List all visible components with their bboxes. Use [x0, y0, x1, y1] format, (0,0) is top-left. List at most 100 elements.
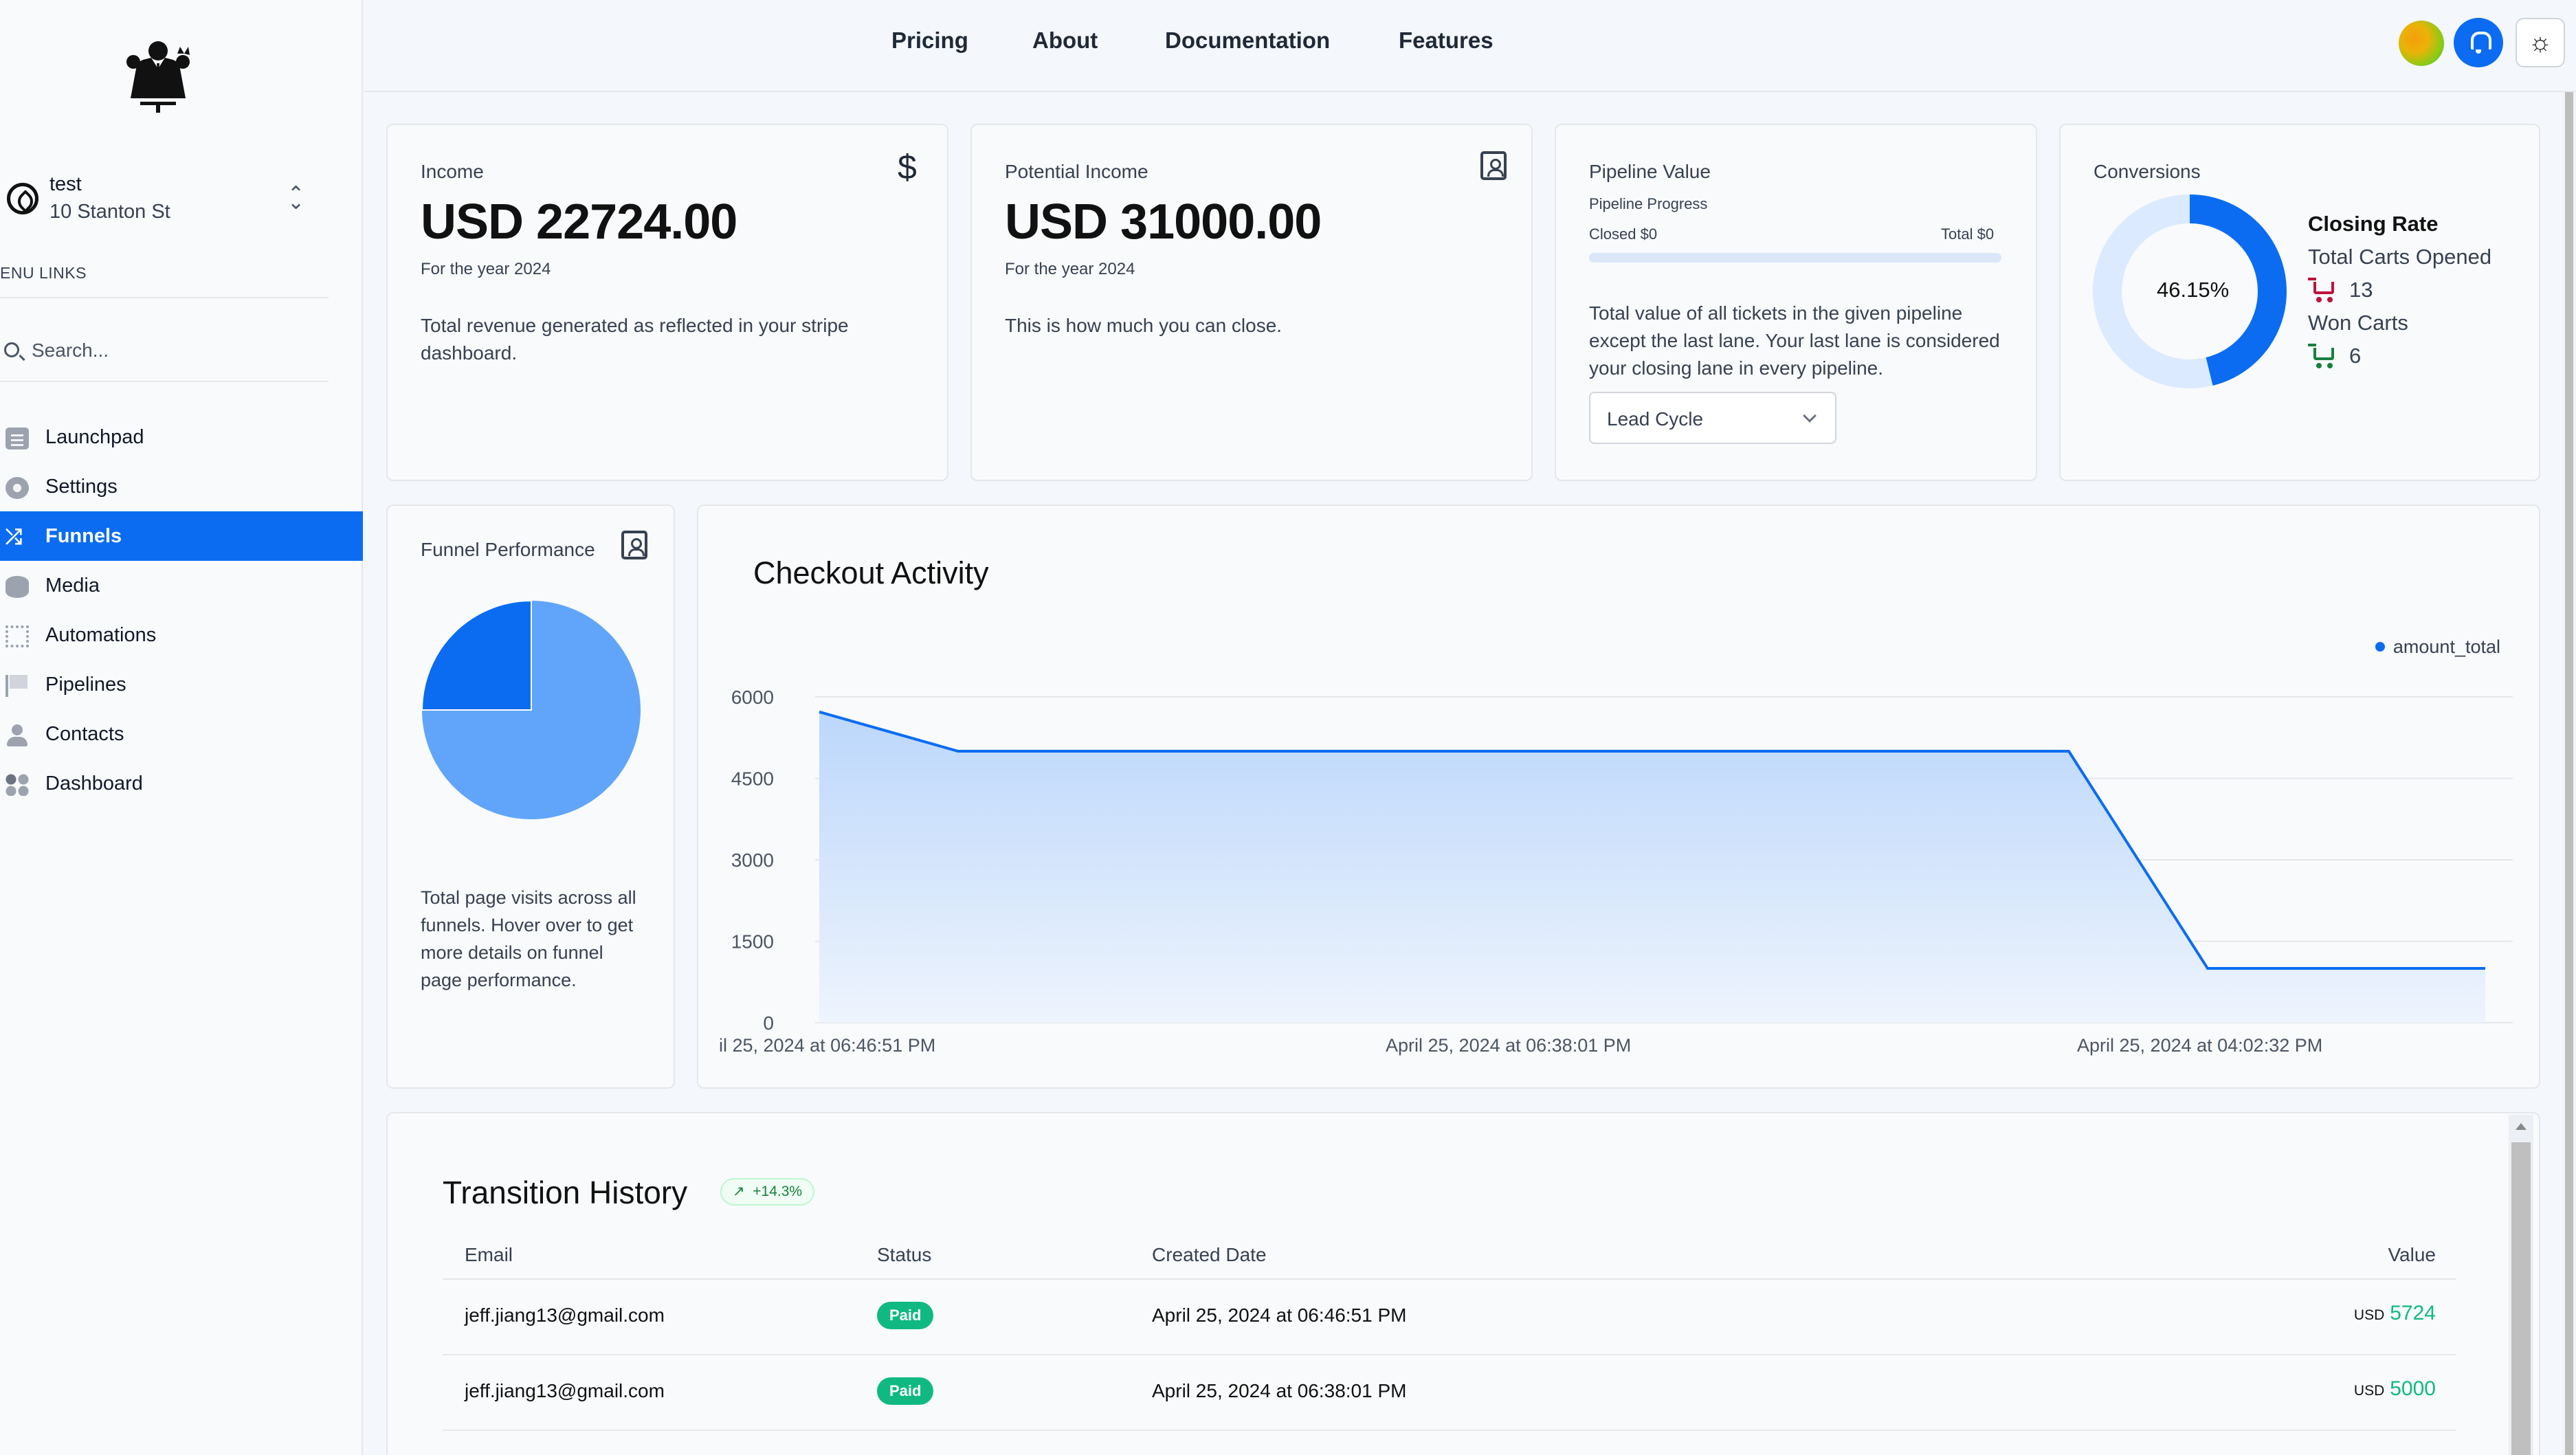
divider — [0, 381, 329, 382]
table-row[interactable]: jeff.jiang13@gmail.com Paid April 25, 20… — [443, 1280, 2456, 1355]
funnel-performance-label: Funnel Performance — [421, 539, 595, 560]
y-tick-label: 0 — [763, 1012, 774, 1034]
transition-history-card: Transition History ↗ +14.3% Email Status… — [386, 1112, 2540, 1455]
table-scrollbar-thumb[interactable] — [2511, 1142, 2531, 1455]
funnel-performance-card: Funnel Performance Total page visits acr… — [386, 504, 675, 1089]
sidebar-item-settings[interactable]: Settings — [0, 462, 363, 511]
income-label: Income — [421, 161, 484, 182]
row-value: USD 5000 — [2354, 1377, 2436, 1401]
search-box[interactable] — [0, 334, 329, 368]
won-carts-value: 6 — [2349, 344, 2362, 368]
avatar[interactable] — [2399, 21, 2444, 66]
column-header-value[interactable]: Value — [2388, 1244, 2436, 1265]
checkout-activity-chart[interactable]: 6000 4500 3000 1500 0 il 25, 2024 at 06:46:5… — [698, 506, 2542, 1090]
potential-income-description: This is how much you can close. — [1005, 315, 1283, 336]
search-input[interactable] — [32, 337, 320, 364]
page-scrollbar[interactable] — [2562, 92, 2576, 1455]
nav-link-pricing[interactable]: Pricing — [891, 27, 968, 53]
nav-link-features[interactable]: Features — [1399, 27, 1494, 53]
table-scrollbar[interactable] — [2509, 1115, 2533, 1455]
sidebar-nav: Launchpad Settings ⤮ Funnels Media Autom… — [0, 412, 363, 808]
sidebar-item-contacts[interactable]: Contacts — [0, 709, 363, 759]
conversion-percent: 46.15% — [2157, 278, 2230, 302]
funnel-pie-chart[interactable] — [421, 599, 642, 821]
row-currency: USD — [2353, 1383, 2385, 1399]
sidebar-item-pipelines[interactable]: Pipelines — [0, 660, 363, 709]
table-row[interactable]: jeff.jiang13@gmail.com Paid April 25, 20… — [443, 1355, 2456, 1431]
series-line-amount-total[interactable] — [819, 710, 2485, 970]
cart-icon — [2308, 278, 2335, 302]
y-tick-label: 6000 — [731, 687, 774, 708]
x-tick-label: April 25, 2024 at 06:38:01 PM — [1386, 1035, 1631, 1056]
data-point[interactable] — [2065, 747, 2073, 755]
grid-icon — [5, 774, 29, 796]
shuffle-icon: ⤮ — [5, 526, 22, 548]
data-point[interactable] — [2481, 964, 2489, 973]
brand-logo — [126, 41, 190, 113]
pipeline-select-value: Lead Cycle — [1607, 408, 1704, 430]
row-amount: 5724 — [2390, 1302, 2436, 1324]
pie-slice-checkout[interactable] — [421, 599, 532, 711]
checkout-activity-card: Checkout Activity amount_total 6000 4500 3… — [697, 504, 2540, 1089]
search-icon — [4, 342, 19, 357]
data-point[interactable] — [1787, 747, 1795, 755]
trend-arrow-icon: ↗ — [733, 1184, 745, 1199]
data-point[interactable] — [1370, 747, 1379, 755]
clipboard-icon — [5, 427, 29, 449]
trend-value: +14.3% — [753, 1184, 803, 1199]
sidebar-item-launchpad[interactable]: Launchpad — [0, 412, 363, 462]
data-point[interactable] — [1648, 747, 1656, 755]
compass-icon — [7, 183, 38, 214]
chevron-up-down-icon: ⌃ ⌃ — [287, 183, 305, 212]
bell-icon[interactable] — [2454, 18, 2503, 67]
column-header-status[interactable]: Status — [877, 1244, 932, 1265]
potential-income-value: USD 31000.00 — [1005, 195, 1322, 249]
chart-title: Checkout Activity — [753, 555, 989, 590]
donut-arc — [2093, 195, 2287, 388]
row-amount: 5000 — [2390, 1377, 2436, 1400]
data-point[interactable] — [1232, 747, 1240, 755]
total-carts-label: Total Carts Opened — [2308, 245, 2492, 269]
sidebar-item-label: Dashboard — [45, 773, 143, 795]
pipeline-total: Total $0 — [1941, 225, 1995, 243]
sidebar-item-funnels[interactable]: ⤮ Funnels — [0, 511, 363, 561]
scroll-up-arrow-icon[interactable] — [2516, 1123, 2527, 1130]
income-period: For the year 2024 — [421, 260, 551, 278]
page-scrollbar-thumb[interactable] — [2565, 92, 2573, 1455]
data-point[interactable] — [1509, 747, 1518, 755]
total-carts-value: 13 — [2349, 278, 2373, 302]
sidebar-item-label: Settings — [45, 476, 118, 498]
nav-link-documentation[interactable]: Documentation — [1165, 27, 1331, 53]
contact-card-icon — [1480, 151, 1507, 180]
data-point[interactable] — [2203, 964, 2212, 973]
gear-icon — [5, 477, 29, 499]
data-point[interactable] — [2342, 964, 2351, 973]
column-header-email[interactable]: Email — [465, 1244, 513, 1265]
data-point[interactable] — [1093, 747, 1101, 755]
row-currency: USD — [2353, 1307, 2385, 1323]
column-header-created-date[interactable]: Created Date — [1152, 1244, 1267, 1265]
series-area-amount-total — [819, 711, 2485, 1023]
sidebar-item-label: Pipelines — [45, 674, 126, 696]
row-email: jeff.jiang13@gmail.com — [465, 1304, 665, 1326]
sidebar: test 10 Stanton St ⌃⌃ ENU LINKS Launchpa… — [0, 0, 363, 1455]
workspace-switcher[interactable]: test 10 Stanton St ⌃ ⌃ — [0, 164, 323, 239]
sidebar-item-media[interactable]: Media — [0, 561, 363, 610]
y-tick-label: 3000 — [731, 849, 774, 871]
potential-income-label: Potential Income — [1005, 161, 1148, 182]
sidebar-item-automations[interactable]: Automations — [0, 610, 363, 660]
sun-icon[interactable]: ☼ — [2516, 18, 2565, 67]
status-badge: Paid — [877, 1377, 934, 1405]
pipeline-progress-label: Pipeline Progress — [1589, 195, 1708, 212]
divider — [0, 297, 329, 298]
data-point[interactable] — [815, 708, 823, 716]
sidebar-item-dashboard[interactable]: Dashboard — [0, 759, 363, 808]
pipeline-select[interactable]: Lead Cycle — [1589, 392, 1836, 444]
nav-link-about[interactable]: About — [1032, 27, 1098, 53]
x-tick-label: April 25, 2024 at 04:02:32 PM — [2077, 1035, 2322, 1056]
data-point[interactable] — [1926, 747, 1934, 755]
data-point[interactable] — [954, 747, 962, 755]
income-card: Income $ USD 22724.00 For the year 2024 … — [386, 124, 948, 481]
sidebar-item-label: Contacts — [45, 723, 124, 745]
y-tick-label: 4500 — [731, 768, 774, 790]
